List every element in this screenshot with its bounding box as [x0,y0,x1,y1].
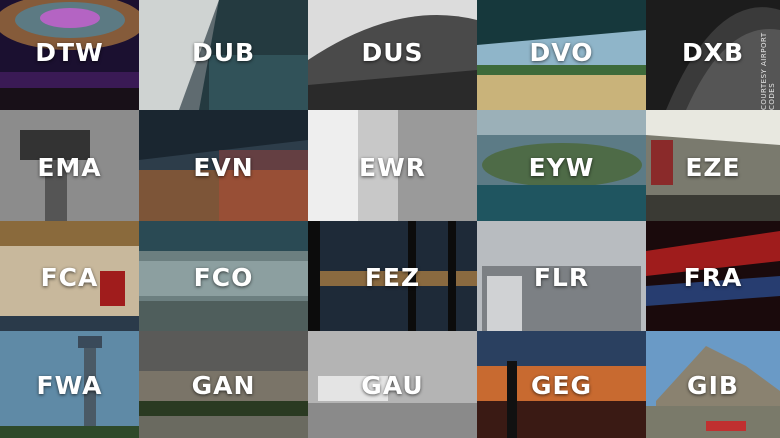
airport-code: EVN [193,153,254,182]
airport-code: DTW [35,38,104,67]
airport-code: FLR [533,263,590,292]
airport-code: EZE [685,153,741,182]
airport-code: FCO [193,263,254,292]
tile-eyw: EYW [477,110,646,221]
airport-code: EYW [528,153,595,182]
eyw-photo [477,110,646,221]
eze-photo [646,110,780,221]
airport-code: EMA [37,153,102,182]
dub-photo [139,0,308,110]
airport-code: FRA [683,263,743,292]
airport-code: GAN [191,371,256,400]
flr-photo [477,221,646,331]
fca-photo [0,221,139,331]
tile-eze: EZE [646,110,780,221]
tile-fca: FCA [0,221,139,331]
fez-photo [308,221,477,331]
dvo-photo [477,0,646,110]
tile-dxb: DXB COURTESY AIRPORT CODES [646,0,780,110]
ema-photo [0,110,139,221]
airport-code: EWR [359,153,426,182]
tile-geg: GEG [477,331,646,438]
dtw-photo [0,0,139,110]
gib-photo [646,331,780,438]
gan-photo [139,331,308,438]
airport-code: DXB [681,38,745,67]
tile-fez: FEZ [308,221,477,331]
tile-gau: GAU [308,331,477,438]
tile-gib: GIB [646,331,780,438]
tile-dtw: DTW [0,0,139,110]
airport-code: DVO [529,38,594,67]
airport-code: FCA [40,263,99,292]
tile-dub: DUB [139,0,308,110]
airport-code: FWA [36,371,103,400]
fwa-photo [0,331,139,438]
tile-dvo: DVO [477,0,646,110]
tile-fra: FRA [646,221,780,331]
airport-code: DUS [361,38,424,67]
tile-gan: GAN [139,331,308,438]
gau-photo [308,331,477,438]
fra-photo [646,221,780,331]
geg-photo [477,331,646,438]
evn-photo [139,110,308,221]
airport-code: GIB [687,371,739,400]
fco-photo [139,221,308,331]
airport-code: GEG [530,371,593,400]
tile-flr: FLR [477,221,646,331]
photo-credit: COURTESY AIRPORT CODES [760,32,776,110]
tile-fco: FCO [139,221,308,331]
tile-evn: EVN [139,110,308,221]
tile-ewr: EWR [308,110,477,221]
tile-fwa: FWA [0,331,139,438]
tile-dus: DUS [308,0,477,110]
dxb-photo [646,0,780,110]
dus-photo [308,0,477,110]
airport-code: FEZ [364,263,421,292]
tile-ema: EMA [0,110,139,221]
ewr-photo [308,110,477,221]
airport-code: GAU [361,371,424,400]
airport-code: DUB [191,38,256,67]
